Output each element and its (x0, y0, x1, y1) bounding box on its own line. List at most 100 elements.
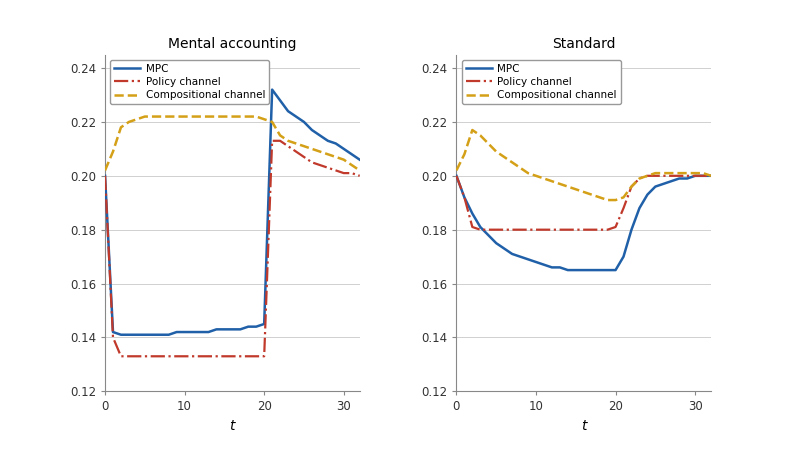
Policy channel (499, 227, 509, 233)
MPC (595, 268, 604, 273)
MPC (251, 324, 261, 329)
Compositional channel (148, 114, 158, 119)
Policy channel (228, 354, 238, 359)
MPC (187, 329, 197, 335)
MPC (235, 327, 245, 332)
Policy channel (276, 138, 285, 143)
Compositional channel (299, 143, 309, 149)
Policy channel (468, 224, 478, 230)
Compositional channel (682, 170, 692, 176)
MPC (468, 211, 478, 216)
X-axis label: t: t (229, 419, 235, 433)
MPC (315, 133, 325, 138)
MPC (452, 173, 461, 178)
Compositional channel (555, 181, 565, 187)
MPC (603, 268, 612, 273)
Policy channel (164, 354, 174, 359)
MPC (524, 257, 533, 262)
Policy channel (659, 173, 668, 178)
Policy channel (642, 173, 652, 178)
Policy channel (627, 184, 637, 189)
Compositional channel (690, 170, 700, 176)
MPC (283, 108, 292, 114)
MPC (148, 332, 158, 338)
Policy channel (243, 354, 253, 359)
MPC (179, 329, 189, 335)
MPC (276, 98, 285, 103)
MPC (634, 205, 644, 211)
MPC (339, 146, 348, 152)
Compositional channel (452, 168, 461, 173)
Compositional channel (659, 170, 668, 176)
Policy channel (452, 173, 461, 178)
Compositional channel (259, 116, 269, 122)
MPC (611, 268, 621, 273)
MPC (259, 321, 269, 327)
MPC (196, 329, 205, 335)
Compositional channel (627, 184, 637, 189)
X-axis label: t: t (581, 419, 587, 433)
Compositional channel (283, 138, 292, 143)
Compositional channel (475, 133, 485, 138)
Compositional channel (108, 149, 118, 154)
MPC (291, 114, 301, 119)
Policy channel (291, 149, 301, 154)
Policy channel (531, 227, 541, 233)
Policy channel (516, 227, 525, 233)
Compositional channel (196, 114, 205, 119)
Compositional channel (483, 141, 493, 146)
Policy channel (587, 227, 596, 233)
Compositional channel (634, 176, 644, 181)
MPC (563, 268, 573, 273)
Policy channel (539, 227, 549, 233)
Policy channel (140, 354, 149, 359)
Policy channel (323, 165, 333, 171)
Compositional channel (587, 192, 596, 197)
Compositional channel (291, 141, 301, 146)
Policy channel (460, 195, 469, 200)
Policy channel (563, 227, 573, 233)
Policy channel (259, 354, 269, 359)
Policy channel (251, 354, 261, 359)
Policy channel (172, 354, 182, 359)
Legend: MPC, Policy channel, Compositional channel: MPC, Policy channel, Compositional chann… (461, 60, 621, 104)
Compositional channel (323, 152, 333, 157)
Compositional channel (619, 195, 629, 200)
MPC (100, 173, 110, 178)
Policy channel (108, 335, 118, 340)
Compositional channel (267, 119, 277, 125)
MPC (547, 265, 557, 270)
Policy channel (267, 138, 277, 143)
MPC (116, 332, 126, 338)
Policy channel (299, 154, 309, 160)
Policy channel (339, 170, 348, 176)
MPC (507, 251, 517, 257)
Compositional channel (315, 149, 325, 154)
Compositional channel (531, 173, 541, 178)
Title: Mental accounting: Mental accounting (168, 37, 297, 51)
Policy channel (491, 227, 501, 233)
Compositional channel (220, 114, 229, 119)
Policy channel (212, 354, 221, 359)
Policy channel (579, 227, 588, 233)
Compositional channel (650, 170, 660, 176)
MPC (516, 254, 525, 259)
MPC (212, 327, 221, 332)
Compositional channel (187, 114, 197, 119)
MPC (667, 178, 676, 184)
MPC (140, 332, 149, 338)
Compositional channel (124, 119, 134, 125)
MPC (690, 173, 700, 178)
MPC (627, 227, 637, 233)
Compositional channel (347, 162, 356, 168)
Compositional channel (339, 157, 348, 162)
Compositional channel (579, 189, 588, 195)
Policy channel (220, 354, 229, 359)
MPC (571, 268, 581, 273)
Compositional channel (603, 197, 612, 203)
MPC (642, 192, 652, 197)
Compositional channel (235, 114, 245, 119)
Compositional channel (491, 149, 501, 154)
Line: Policy channel: Policy channel (105, 141, 360, 356)
Compositional channel (140, 114, 149, 119)
